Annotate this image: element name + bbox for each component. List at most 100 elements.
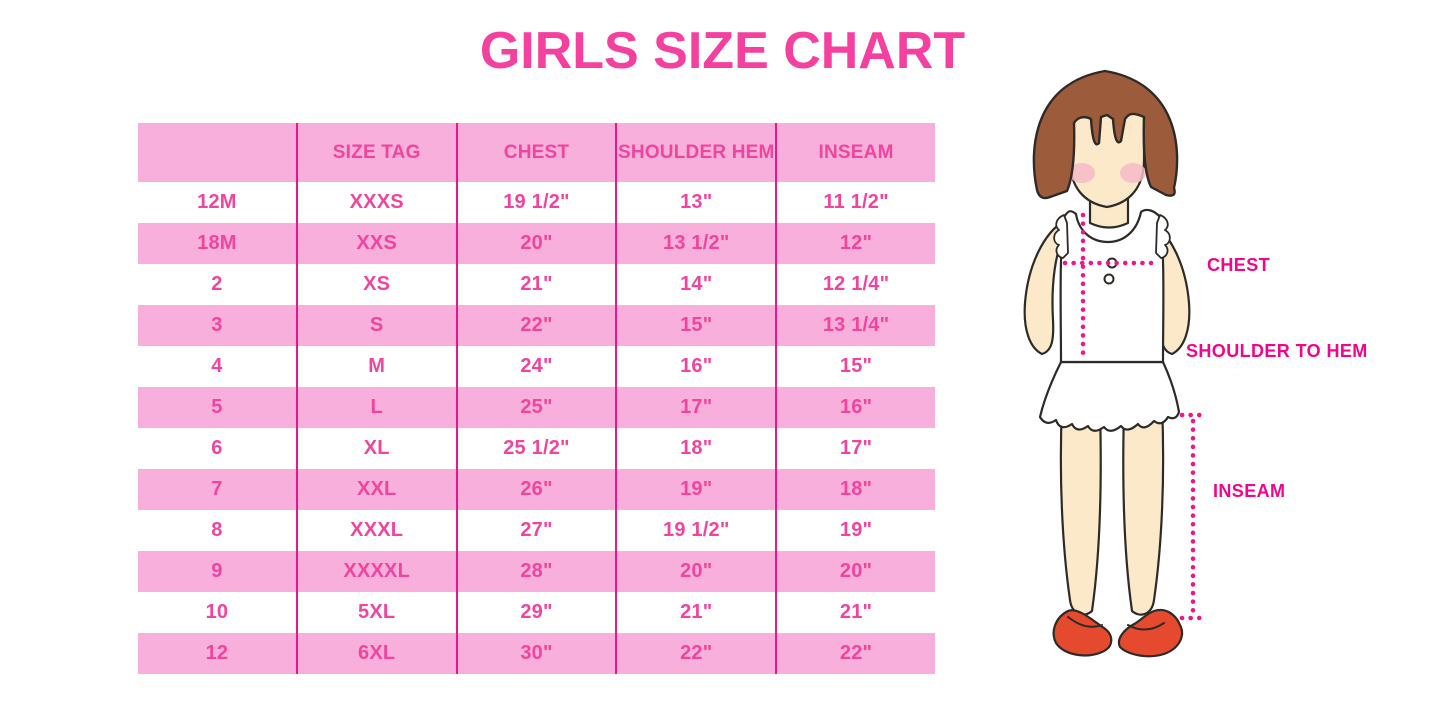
table-cell: 22" bbox=[455, 305, 616, 346]
header-cell: SIZE TAG bbox=[295, 123, 456, 182]
table-cell: 14" bbox=[615, 264, 775, 305]
size-chart-table: SIZE TAG CHEST SHOULDER HEM INSEAM 12M XXXS 19… bbox=[138, 123, 935, 674]
table-cell: XXXL bbox=[295, 510, 456, 551]
table-cell: 12 bbox=[205, 642, 229, 664]
page-title: GIRLS SIZE CHART bbox=[479, 22, 966, 80]
measurement-figure: CHEST SHOULDER TO HEM INSEAM bbox=[980, 55, 1445, 715]
table-cell: 16" bbox=[775, 387, 935, 428]
table-cell: 3 bbox=[211, 314, 223, 336]
table-row: 9 XXXXL 28" 20" 20" bbox=[138, 551, 935, 592]
table-cell: 12M bbox=[197, 191, 237, 213]
table-cell: XXXXL bbox=[295, 551, 456, 592]
table-cell: 24" bbox=[455, 346, 616, 387]
table-cell: 9 bbox=[211, 560, 223, 582]
table-cell: 20" bbox=[775, 551, 935, 592]
table-cell: M bbox=[295, 346, 456, 387]
table-cell: 18" bbox=[775, 469, 935, 510]
table-cell: 8 bbox=[211, 519, 223, 541]
girl-cheek-right bbox=[1120, 163, 1146, 183]
girl-top bbox=[1059, 208, 1165, 364]
girl-shoe-left bbox=[1052, 609, 1113, 657]
header-cell: INSEAM bbox=[775, 123, 935, 182]
table-cell: 21" bbox=[615, 592, 775, 633]
table-cell: 22" bbox=[775, 633, 935, 674]
table-cell: 19 1/2" bbox=[615, 510, 775, 551]
table-cell: 2 bbox=[211, 273, 223, 295]
table-header-row: SIZE TAG CHEST SHOULDER HEM INSEAM bbox=[138, 123, 935, 182]
table-cell: 21" bbox=[455, 264, 616, 305]
table-cell: 21" bbox=[775, 592, 935, 633]
table-cell: 13 1/2" bbox=[615, 223, 775, 264]
table-cell: 5XL bbox=[295, 592, 456, 633]
table-row: 4 M 24" 16" 15" bbox=[138, 346, 935, 387]
girl-top-button-2 bbox=[1103, 273, 1115, 285]
inseam-label: INSEAM bbox=[1213, 481, 1286, 501]
girl-hair bbox=[1032, 69, 1179, 200]
table-cell: 17" bbox=[775, 428, 935, 469]
girl-face bbox=[1068, 105, 1146, 209]
table-cell: 17" bbox=[615, 387, 775, 428]
table-cell: 15" bbox=[615, 305, 775, 346]
table-row: 8 XXXL 27" 19 1/2" 19" bbox=[138, 510, 935, 551]
table-cell: 19" bbox=[615, 469, 775, 510]
table-cell: 5 bbox=[211, 396, 223, 418]
table-row: 12 6XL 30" 22" 22" bbox=[138, 633, 935, 674]
header-cell bbox=[138, 123, 296, 182]
table-cell: 12" bbox=[775, 223, 935, 264]
chest-label: CHEST bbox=[1207, 255, 1271, 275]
girl-illustration bbox=[1023, 69, 1207, 658]
girl-skirt bbox=[1038, 360, 1181, 432]
table-row: 7 XXL 26" 19" 18" bbox=[138, 469, 935, 510]
table-cell: 19" bbox=[775, 510, 935, 551]
shoulder-to-hem-label: SHOULDER TO HEM bbox=[1186, 341, 1368, 361]
table-cell: 6 bbox=[211, 437, 223, 459]
girl-leg-right bbox=[1122, 403, 1165, 616]
girl-cheek-left bbox=[1069, 163, 1095, 183]
table-cell: 28" bbox=[455, 551, 616, 592]
table-cell: 20" bbox=[615, 551, 775, 592]
table-cell: 13" bbox=[615, 182, 775, 223]
table-cell: 4 bbox=[211, 355, 223, 377]
girl-ruffle-right bbox=[1155, 214, 1171, 259]
table-cell: 25 1/2" bbox=[455, 428, 616, 469]
table-cell: 13 1/4" bbox=[775, 305, 935, 346]
table-cell: 18M bbox=[197, 232, 237, 254]
table-cell: 12 1/4" bbox=[775, 264, 935, 305]
table-cell: 11 1/2" bbox=[775, 182, 935, 223]
table-cell: 30" bbox=[455, 633, 616, 674]
table-cell: 20" bbox=[455, 223, 616, 264]
table-cell: 22" bbox=[615, 633, 775, 674]
table-cell: 18" bbox=[615, 428, 775, 469]
girl-leg-left bbox=[1059, 403, 1102, 616]
header-cell: SHOULDER HEM bbox=[615, 123, 775, 182]
girl-shoe-right-strap bbox=[1127, 622, 1165, 631]
table-cell: L bbox=[295, 387, 456, 428]
table-row: 18M XXS 20" 13 1/2" 12" bbox=[138, 223, 935, 264]
table-cell: S bbox=[295, 305, 456, 346]
table-row: 5 L 25" 17" 16" bbox=[138, 387, 935, 428]
table-cell: 25" bbox=[455, 387, 616, 428]
table-row: 6 XL 25 1/2" 18" 17" bbox=[138, 428, 935, 469]
table-row: 2 XS 21" 14" 12 1/4" bbox=[138, 264, 935, 305]
table-cell: 16" bbox=[615, 346, 775, 387]
table-cell: 27" bbox=[455, 510, 616, 551]
table-cell: XXXS bbox=[295, 182, 456, 223]
table-row: 12M XXXS 19 1/2" 13" 11 1/2" bbox=[138, 182, 935, 223]
table-row: 3 S 22" 15" 13 1/4" bbox=[138, 305, 935, 346]
table-cell: XS bbox=[295, 264, 456, 305]
table-cell: 29" bbox=[455, 592, 616, 633]
table-cell: XL bbox=[295, 428, 456, 469]
table-cell: 19 1/2" bbox=[455, 182, 616, 223]
table-cell: 10 bbox=[205, 601, 229, 623]
table-cell: 15" bbox=[775, 346, 935, 387]
girl-arm-left bbox=[1023, 219, 1068, 356]
table-cell: 6XL bbox=[295, 633, 456, 674]
table-cell: XXS bbox=[295, 223, 456, 264]
girl-ruffle-left bbox=[1053, 214, 1069, 259]
header-cell: CHEST bbox=[455, 123, 616, 182]
table-row: 10 5XL 29" 21" 21" bbox=[138, 592, 935, 633]
table-cell: XXL bbox=[295, 469, 456, 510]
girl-shoe-left-strap bbox=[1067, 616, 1103, 628]
girl-shoe-right bbox=[1117, 608, 1184, 658]
